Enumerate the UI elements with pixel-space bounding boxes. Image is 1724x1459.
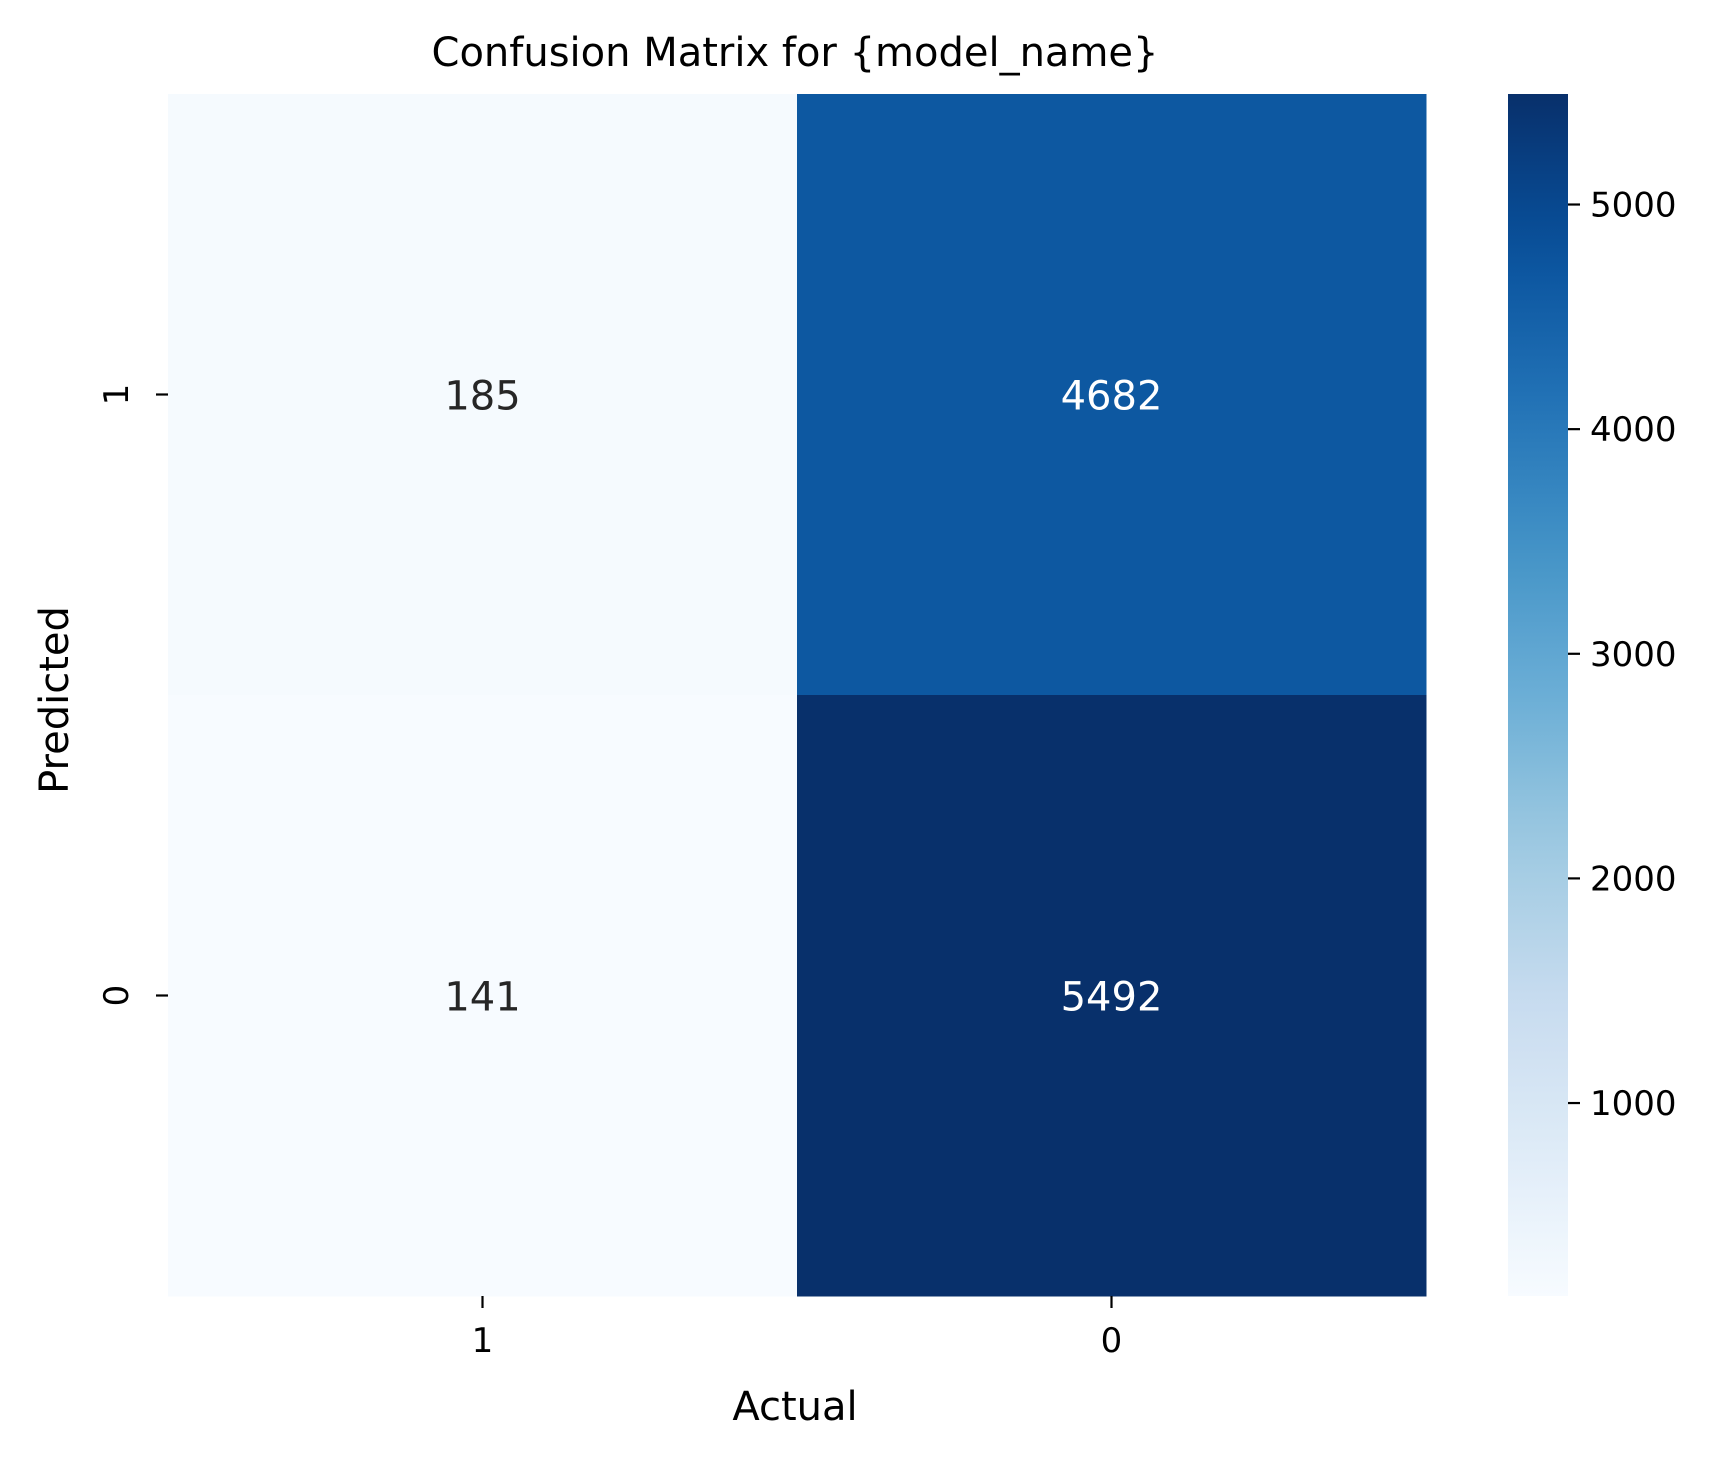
x-tick-label: 0 [1101, 1321, 1123, 1361]
y-axis-label: Predicted [32, 606, 78, 794]
colorbar: 1000 2000 3000 4000 5000 [1508, 94, 1677, 1296]
x-axis-label: Actual [732, 1384, 857, 1430]
cell-annotation: 5492 [1061, 975, 1163, 1021]
heatmap-cell-pred0-act1 [168, 695, 798, 1297]
colorbar-gradient [1508, 94, 1568, 1296]
colorbar-tick-label: 2000 [1590, 859, 1677, 899]
cell-annotation: 4682 [1061, 374, 1163, 420]
colorbar-tick-label: 5000 [1590, 186, 1677, 226]
heatmap-cell-pred1-act0 [797, 94, 1427, 696]
y-axis: 10 [97, 384, 168, 1007]
x-tick-label: 1 [472, 1321, 494, 1361]
colorbar-tick-label: 3000 [1590, 635, 1677, 675]
heatmap-cell-pred0-act0 [797, 695, 1427, 1297]
cell-annotation: 185 [444, 374, 520, 420]
chart-title: Confusion Matrix for {model_name} [432, 30, 1159, 76]
y-tick-label: 0 [97, 985, 137, 1007]
y-tick-label: 1 [97, 384, 137, 406]
colorbar-tick-label: 4000 [1590, 410, 1677, 450]
colorbar-tick-label: 1000 [1590, 1084, 1677, 1124]
heatmap-cell-pred1-act1 [168, 94, 798, 696]
heatmap-cells [168, 94, 1427, 1297]
cell-annotations: 185 4682 141 5492 [444, 374, 1162, 1021]
cell-annotation: 141 [444, 975, 520, 1021]
